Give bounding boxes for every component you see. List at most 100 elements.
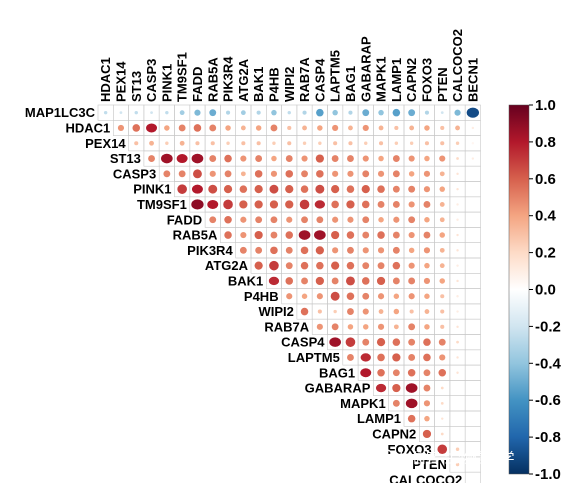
correlation-cell-map1lc3c-st13 [134,110,138,115]
correlation-cell-fadd-bag1 [347,216,354,223]
correlation-cell-st13-foxo3 [424,155,430,162]
correlation-cell-map1lc3c-wipi2 [287,110,291,115]
grid-cell [464,349,481,366]
correlation-cell-hdac1-calcoco2 [455,125,460,131]
correlation-cell-rab5a-calcoco2 [456,233,459,237]
correlation-cell-casp3-atg2a [240,171,246,177]
correlation-cell-pik3r4-pten [439,247,445,253]
correlation-cell-pink1-foxo3 [423,186,431,193]
col-label-p4hb: P4HB [266,67,281,102]
correlation-cell-casp4-mapk1 [376,338,386,347]
correlation-cell-pink1-lamp1 [392,185,400,193]
correlation-cell-wipi2-pten [440,309,445,314]
correlation-cell-pink1-wipi2 [285,185,294,194]
grid-cell [464,242,481,259]
correlation-cell-casp3-lamp1 [392,170,400,178]
correlation-cell-hdac1-bag1 [348,125,353,131]
correlation-cell-rab5a-lamp1 [392,231,400,239]
correlation-cell-atg2a-p4hb [269,260,279,271]
correlation-cell-pex14-bag1 [348,141,353,146]
row-label-tm9sf1: TM9SF1 [137,197,187,212]
correlation-cell-tm9sf1-mapk1 [377,201,385,208]
col-label-casp3: CASP3 [144,59,159,102]
watermark: 生信客 生物信息学 [377,449,514,467]
row-label-lamp1: LAMP1 [357,411,401,426]
correlation-cell-gabarap-capn2 [405,383,418,393]
correlation-cell-p4hb-wipi2 [286,293,293,300]
correlation-cell-casp4-capn2 [408,338,416,346]
grid-cell [464,181,481,198]
correlation-cell-fadd-atg2a [240,216,247,223]
correlation-cell-pink1-capn2 [408,185,416,193]
grid-cell [464,165,481,182]
grid-cell [449,425,466,442]
grid-cell [464,334,481,351]
correlation-cell-pex14-gabarap [364,141,368,145]
correlation-cell-wipi2-lamp1 [393,308,400,315]
grid-cell [464,303,481,320]
correlation-cell-casp4-laptm5 [329,337,341,347]
correlation-cell-pex14-st13 [134,141,139,146]
correlation-cell-pink1-bag1 [346,185,355,193]
grid-cell [449,380,466,396]
correlation-cell-p4hb-laptm5 [330,291,340,301]
correlation-cell-pik3r4-rab7a [300,246,309,255]
correlation-cell-atg2a-mapk1 [377,262,385,270]
correlation-cell-rab5a-wipi2 [285,231,294,239]
correlation-cell-bag1-pten [438,368,447,377]
correlation-cell-tm9sf1-casp4 [314,200,325,209]
correlation-cell-rab5a-laptm5 [331,230,340,240]
grid-cell [464,471,481,483]
correlation-cell-casp3-laptm5 [332,170,339,177]
grid-cell [464,380,481,396]
correlation-cell-p4hb-gabarap [362,292,370,300]
correlation-cell-map1lc3c-p4hb [271,109,277,116]
correlation-cell-map1lc3c-pink1 [165,110,169,115]
correlation-cell-tm9sf1-wipi2 [285,200,294,209]
correlation-cell-bag1-foxo3 [423,369,431,377]
row-label-pik3r4: PIK3R4 [187,243,233,258]
correlation-cell-atg2a-gabarap [362,262,370,270]
row-labels: MAP1LC3CHDAC1PEX14ST13CASP3PINK1TM9SF1FA… [25,105,462,483]
correlation-cell-pex14-pik3r4 [226,141,230,145]
correlation-cell-pink1-pik3r4 [223,185,233,194]
correlation-cell-bak1-rab7a [301,277,308,285]
row-label-laptm5: LAPTM5 [288,350,340,365]
correlation-cell-rab5a-bak1 [254,230,263,240]
correlation-cell-tm9sf1-p4hb [269,200,279,209]
correlation-cell-pex14-wipi2 [287,141,292,146]
row-label-bak1: BAK1 [228,273,263,288]
correlation-cell-rab7a-pten [440,324,445,329]
correlation-cell-tm9sf1-foxo3 [423,201,431,208]
col-label-laptm5: LAPTM5 [328,50,343,102]
correlation-cell-p4hb-mapk1 [377,293,385,300]
correlation-cell-pik3r4-capn2 [408,247,415,254]
correlation-cell-gabarap-lamp1 [392,383,401,393]
colorbar-tick-label: 0.4 [535,208,557,225]
correlation-cell-hdac1-fadd [193,124,202,132]
correlation-cell-st13-tm9sf1 [176,154,188,164]
correlation-cell-st13-mapk1 [378,155,384,162]
grid-cell [464,364,481,381]
correlation-cell-map1lc3c-tm9sf1 [179,110,185,116]
correlation-cell-laptm5-lamp1 [392,353,401,362]
colorbar-tick-label: 0.8 [535,134,556,151]
correlation-cell-pink1-pten [439,186,445,192]
col-label-calcoco2: CALCOCO2 [450,29,465,102]
correlation-cell-pink1-casp4 [315,184,325,194]
row-label-mapk1: MAPK1 [340,396,386,411]
row-label-hdac1: HDAC1 [66,120,111,135]
correlation-cell-wipi2-rab7a [300,307,309,316]
col-label-fadd: FADD [190,67,205,102]
correlation-cell-pex14-becn1 [471,142,475,145]
colorbar-tick-label: -0.6 [535,392,561,409]
correlation-cell-casp3-fadd [192,169,202,179]
correlation-cell-map1lc3c-bag1 [348,110,353,115]
correlation-cell-p4hb-foxo3 [424,293,430,299]
correlation-cell-pex14-rab7a [302,141,307,145]
correlation-cell-atg2a-foxo3 [424,262,430,269]
correlation-cell-map1lc3c-casp4 [316,108,324,117]
correlation-cell-pex14-casp4 [318,141,322,145]
